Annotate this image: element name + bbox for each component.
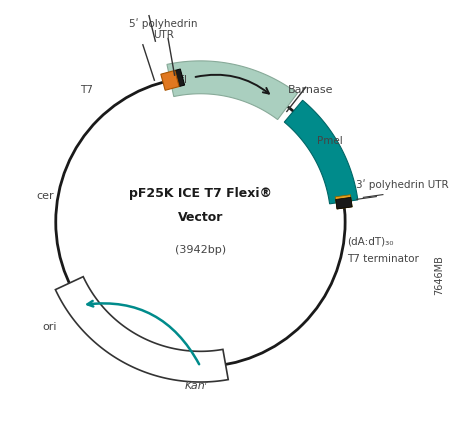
Polygon shape [55,277,228,382]
Text: 7646MB: 7646MB [434,255,445,294]
Text: SgfI: SgfI [167,75,188,84]
Polygon shape [161,71,179,90]
Text: T7: T7 [80,85,93,95]
Text: (3942bp): (3942bp) [175,246,226,255]
Polygon shape [175,69,185,87]
Polygon shape [284,100,358,204]
Polygon shape [167,61,297,119]
Text: PmeI: PmeI [317,136,342,146]
Text: 3ʹ polyhedrin UTR: 3ʹ polyhedrin UTR [356,179,449,190]
Text: 5ʹ polyhedrin
UTR: 5ʹ polyhedrin UTR [129,18,198,40]
Text: Kanʳ: Kanʳ [184,381,208,392]
Polygon shape [335,195,352,209]
Text: (dA:dT)₃₀: (dA:dT)₃₀ [347,237,394,247]
Text: cer: cer [36,190,54,201]
Text: T7 terminator: T7 terminator [347,254,419,264]
Text: ori: ori [43,322,57,332]
Polygon shape [336,197,352,209]
Text: Barnase: Barnase [288,85,334,95]
Text: pF25K ICE T7 Flexi®: pF25K ICE T7 Flexi® [129,187,272,200]
Text: Vector: Vector [178,211,223,224]
